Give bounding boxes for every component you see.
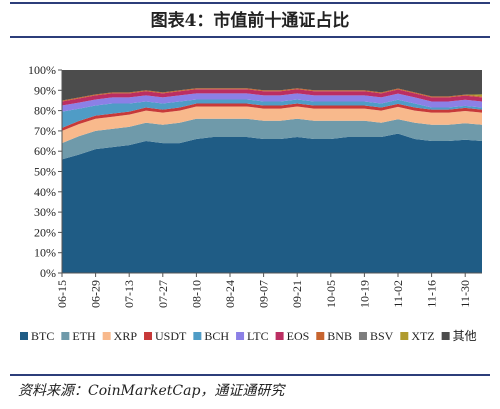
legend-label: USDT	[155, 329, 187, 343]
legend-label: 其他	[453, 329, 477, 343]
title-underline	[10, 36, 490, 38]
y-axis: 0% 10% 20% 30% 40% 50% 60% 70% 80% 90% 100%	[28, 63, 63, 280]
y-tick-label: 70%	[34, 124, 56, 138]
legend-swatch-btc	[20, 332, 28, 340]
y-tick-label: 20%	[34, 225, 56, 239]
y-tick-label: 100%	[28, 63, 56, 77]
x-tick-label: 11-02	[391, 280, 405, 308]
y-tick-label: 10%	[34, 246, 56, 260]
source-note: 资料来源：CoinMarketCap，通证通研究	[18, 383, 285, 399]
area-btc	[62, 133, 482, 273]
y-tick-label: 50%	[34, 165, 56, 179]
x-axis: 06-15 06-29 07-13 07-27 08-10 08-24 09-07 09-21…	[55, 272, 482, 308]
x-tick-label: 08-10	[189, 280, 203, 308]
legend-swatch-bnb	[316, 332, 325, 340]
area-xrp	[62, 106, 482, 144]
legend-label: BNB	[327, 329, 352, 343]
stacked-area-chart: 0%10%20%30%40%50%60%70%80%90%100% 06-15 0…	[20, 63, 482, 343]
legend-label: EOS	[287, 329, 310, 343]
legend-label: LTC	[247, 329, 269, 343]
x-tick-label: 07-27	[156, 280, 170, 308]
plot-area	[62, 70, 482, 273]
legend-swatch-usdt	[144, 332, 153, 340]
x-tick-label: 09-07	[257, 280, 271, 308]
legend: BTC ETH XRP USDT BCH LTC EOS BNB BSV XTZ 其他	[20, 329, 477, 343]
legend-label: ETH	[72, 329, 96, 343]
legend-swatch-其他	[441, 332, 450, 340]
legend-label: XTZ	[411, 329, 434, 343]
legend-label: XRP	[114, 329, 138, 343]
legend-swatch-xtz	[400, 332, 409, 340]
legend-swatch-bch	[193, 332, 202, 340]
legend-label: BSV	[370, 329, 394, 343]
area-bch	[62, 99, 482, 128]
title-rule	[10, 2, 490, 4]
y-tick-label: 60%	[34, 144, 56, 158]
y-tick-label: 0%	[40, 266, 56, 280]
y-tick-label: 80%	[34, 104, 56, 118]
x-tick-label: 09-21	[290, 280, 304, 308]
area-ltc	[62, 93, 482, 112]
x-tick-label: 11-30	[458, 280, 472, 308]
chart-title: 图表4：市值前十通证占比	[150, 11, 350, 31]
legend-swatch-ltc	[236, 332, 245, 340]
x-tick-label: 11-16	[425, 280, 439, 308]
x-tick-label: 06-29	[89, 280, 103, 308]
x-tick-label: 06-15	[55, 280, 69, 308]
x-tick-label: 10-05	[324, 280, 338, 308]
legend-swatch-eth	[61, 332, 70, 340]
legend-label: BCH	[204, 329, 229, 343]
legend-swatch-xrp	[102, 332, 111, 340]
area-eos	[62, 89, 482, 106]
x-tick-label: 07-13	[122, 280, 136, 308]
legend-swatch-eos	[275, 332, 284, 340]
legend-swatch-bsv	[358, 332, 367, 340]
y-tick-label: 30%	[34, 205, 56, 219]
source-rule	[10, 374, 490, 376]
y-tick-label: 40%	[34, 185, 56, 199]
legend-label: BTC	[31, 329, 54, 343]
x-tick-label: 10-19	[357, 280, 371, 308]
area-bnb	[62, 88, 482, 102]
area-eth	[62, 118, 482, 160]
area-usdt	[62, 103, 482, 131]
y-tick-label: 90%	[34, 83, 56, 97]
area-其他	[62, 70, 482, 101]
x-tick-label: 08-24	[223, 280, 237, 308]
